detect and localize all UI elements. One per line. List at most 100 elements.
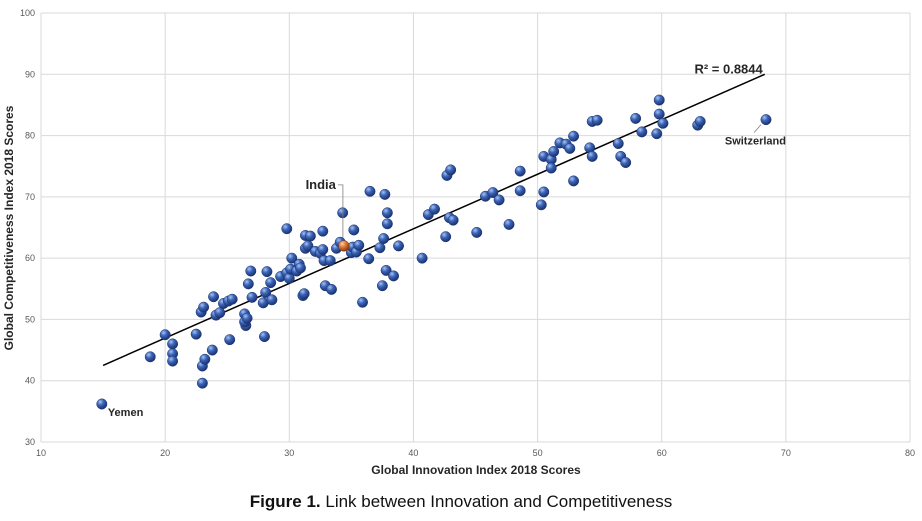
india-label: India [306, 177, 337, 192]
data-point [653, 108, 665, 120]
data-point [471, 226, 483, 238]
data-point [376, 280, 388, 292]
trendline [102, 73, 766, 367]
data-point [261, 266, 273, 278]
data-point [198, 301, 210, 313]
data-point [568, 175, 580, 187]
data-point [538, 186, 550, 198]
data-point [564, 142, 576, 154]
data-point [380, 264, 392, 276]
data-point [535, 199, 547, 211]
caption-label: Figure 1. [249, 492, 321, 511]
figure-caption: Figure 1. Link between Innovation and Co… [0, 492, 922, 512]
data-point [445, 164, 457, 176]
data-point [364, 185, 376, 197]
y-tick-label: 70 [25, 192, 35, 202]
data-point [503, 218, 515, 230]
scatter-chart: 10 20 30 40 50 60 70 80 30 40 50 60 70 80 90 100 R² = 0… [2, 8, 915, 477]
data-point [348, 224, 360, 236]
data-point [304, 230, 316, 242]
annotations: India Switzerland Yemen [108, 124, 786, 419]
switzerland-leader-line [753, 124, 762, 133]
data-point [259, 331, 270, 343]
data-point [694, 116, 706, 127]
data-point [651, 128, 663, 140]
x-tick-label: 70 [781, 448, 791, 458]
data-point [657, 117, 669, 129]
data-point [636, 126, 648, 138]
india-leader-line [337, 184, 344, 238]
data-point [381, 218, 393, 230]
data-point [206, 344, 218, 356]
data-point [374, 242, 386, 254]
data-point [630, 112, 642, 124]
data-point [440, 231, 452, 243]
y-tick-label: 30 [25, 437, 35, 447]
data-point [447, 214, 459, 226]
data-point [493, 194, 505, 206]
data-point [514, 185, 526, 197]
x-tick-label: 50 [533, 448, 543, 458]
y-axis-title: Global Competitiveness Index 2018 Scores [2, 105, 16, 350]
data-point [393, 240, 404, 252]
caption-text: Link between Innovation and Competitiven… [320, 492, 673, 511]
x-tick-label: 40 [408, 448, 418, 458]
data-point [326, 283, 337, 295]
x-tick-label: 20 [160, 448, 170, 458]
data-point [620, 157, 632, 168]
y-tick-label: 50 [25, 314, 35, 324]
data-point [196, 377, 208, 389]
data-point [241, 312, 253, 324]
switzerland-label: Switzerland [725, 136, 786, 148]
data-point [281, 223, 293, 235]
data-point [357, 296, 368, 308]
data-point [208, 291, 220, 303]
data-point [487, 187, 499, 199]
data-point [317, 225, 329, 237]
data-point-india [338, 240, 350, 252]
data-point [266, 294, 278, 306]
data-point [760, 114, 772, 126]
data-point [514, 165, 526, 177]
data-point [591, 114, 603, 126]
data-point [190, 328, 202, 340]
yemen-label: Yemen [108, 407, 144, 419]
data-point [199, 353, 211, 365]
data-point [548, 146, 560, 157]
y-tick-label: 80 [25, 131, 35, 141]
x-tick-label: 60 [657, 448, 667, 458]
data-point [324, 255, 336, 267]
data-point [167, 355, 179, 367]
data-point [96, 398, 108, 410]
r-squared-label: R² = 0.8844 [694, 61, 763, 76]
data-point [416, 252, 428, 264]
x-tick-label: 30 [284, 448, 294, 458]
data-point [226, 293, 238, 305]
data-point [295, 262, 306, 274]
data-point [545, 162, 557, 174]
x-tick-label: 10 [36, 448, 46, 458]
data-point [653, 94, 665, 106]
y-tick-label: 90 [25, 69, 35, 79]
data-point [379, 188, 391, 200]
x-axis-title: Global Innovation Index 2018 Scores [371, 463, 581, 477]
data-point [612, 138, 624, 149]
data-point [586, 150, 598, 162]
grid [40, 12, 911, 443]
data-point [286, 252, 298, 264]
data-point [214, 307, 226, 319]
data-point [245, 265, 257, 277]
data-point [353, 239, 365, 251]
data-points [96, 94, 772, 410]
y-tick-label: 40 [25, 376, 35, 386]
data-point [265, 277, 277, 289]
data-point [298, 288, 310, 300]
data-point [260, 287, 272, 298]
data-point [144, 351, 156, 363]
data-point [317, 244, 329, 256]
data-point [388, 270, 400, 282]
y-tick-label: 100 [20, 8, 35, 18]
tick-labels: 10 20 30 40 50 60 70 80 30 40 50 60 70 80 90 100 [20, 8, 915, 458]
data-point [378, 233, 390, 244]
data-point [429, 203, 440, 215]
